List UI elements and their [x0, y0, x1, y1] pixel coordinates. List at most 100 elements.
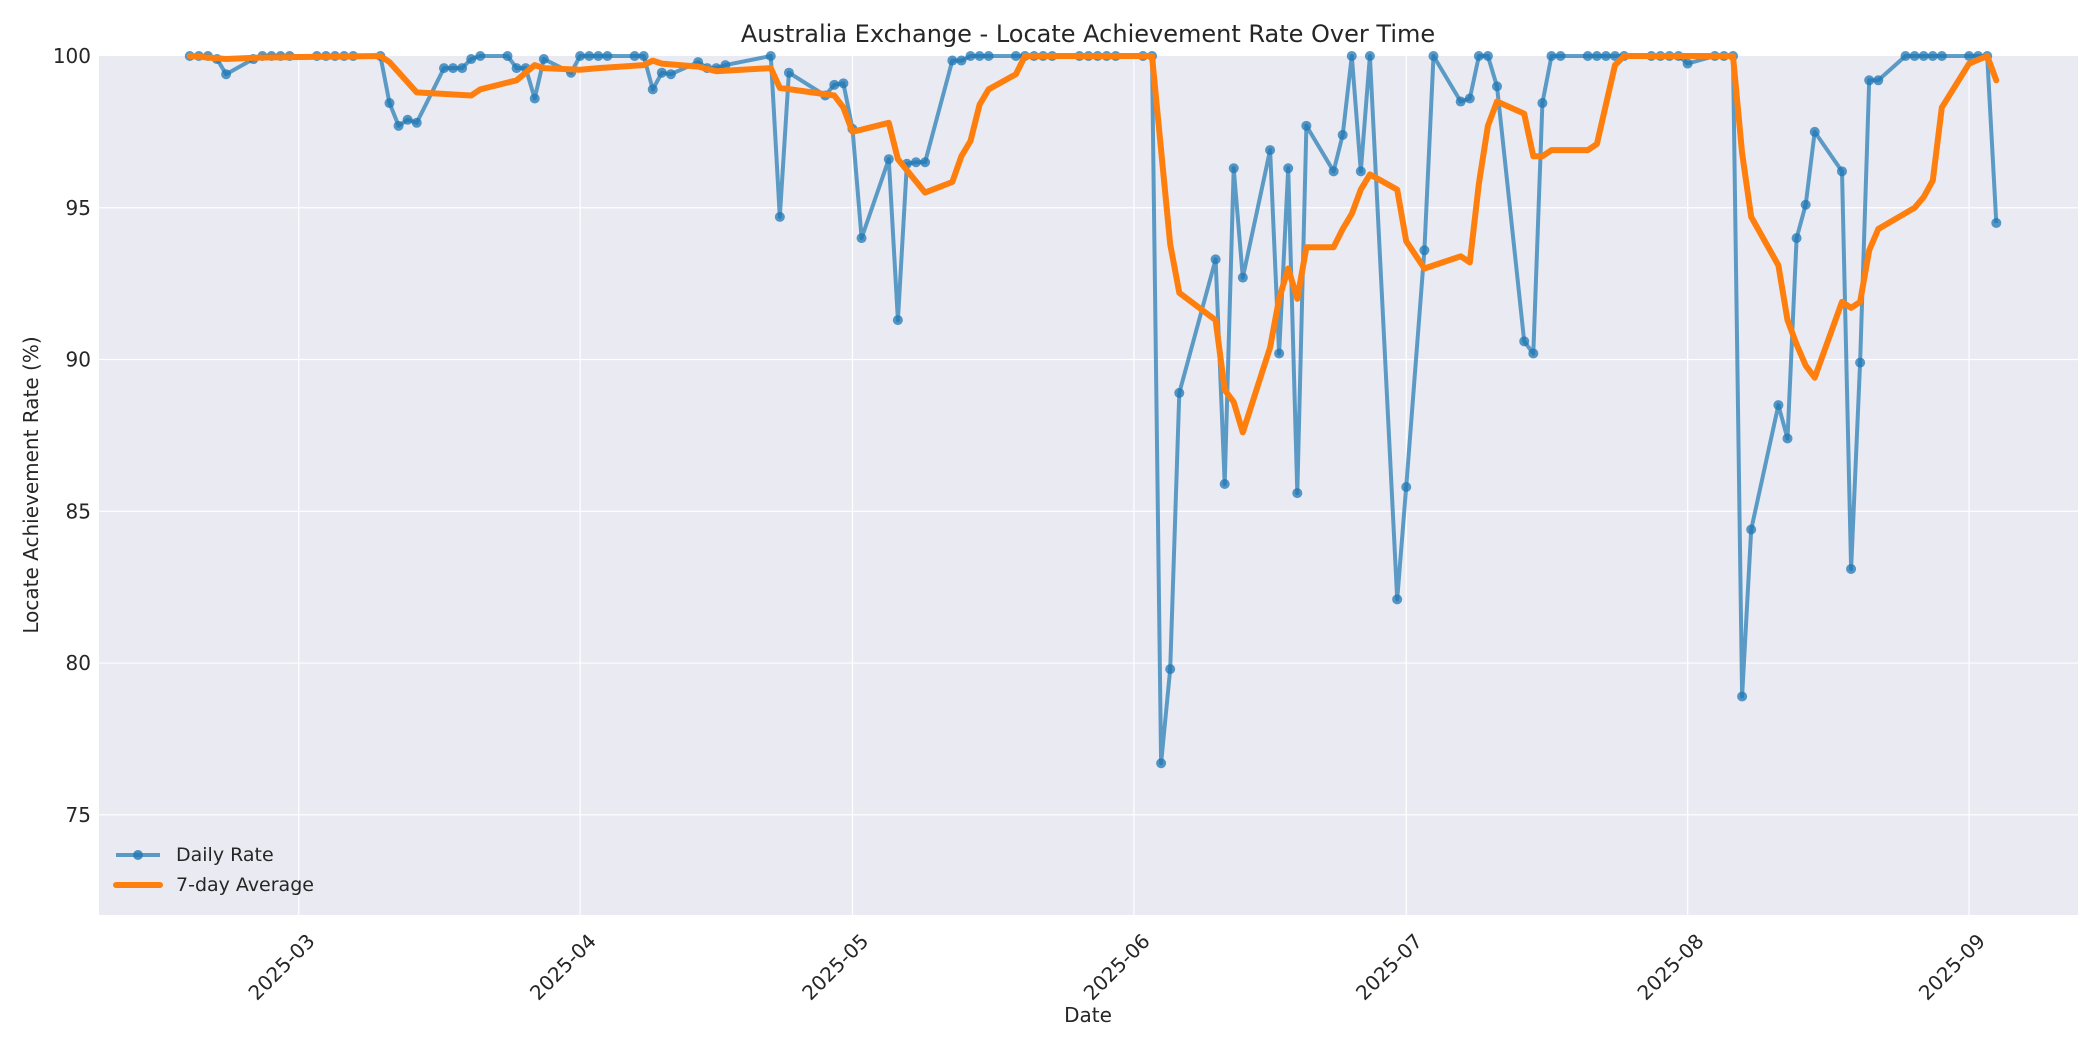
data-point: [1555, 51, 1566, 61]
data-point: [1219, 478, 1230, 489]
data-point: [538, 54, 549, 65]
data-point: [448, 63, 459, 74]
data-point: [1800, 199, 1811, 210]
data-point: [1346, 51, 1357, 61]
data-point: [974, 51, 985, 61]
data-point: [829, 79, 840, 90]
data-point: [1364, 51, 1375, 61]
legend: Daily Rate 7-day Average: [113, 844, 314, 896]
data-point: [1600, 51, 1611, 61]
data-point: [965, 51, 976, 61]
data-point: [1401, 482, 1412, 493]
data-point: [1428, 51, 1439, 61]
data-point: [584, 51, 595, 61]
data-point: [1292, 488, 1303, 499]
data-point: [1846, 563, 1857, 574]
data-point: [629, 51, 640, 61]
data-point: [1492, 81, 1503, 92]
data-point: [656, 67, 667, 78]
x-tick-label: 2025-07: [1351, 929, 1427, 1005]
x-tick-label: 2025-06: [1079, 929, 1155, 1005]
data-point: [1737, 691, 1748, 702]
data-point: [1773, 400, 1784, 411]
data-point: [920, 157, 931, 168]
data-point: [384, 98, 395, 109]
data-point: [529, 93, 540, 104]
data-point: [1873, 75, 1884, 86]
data-point: [1392, 594, 1403, 605]
data-point: [1836, 166, 1847, 177]
data-point: [1328, 166, 1339, 177]
x-axis-ticks: 2025-03 2025-04 2025-05 2025-06 2025-07 2025-…: [243, 929, 1989, 1005]
y-tick-label: 80: [66, 651, 91, 675]
legend-item-7-day-average: 7-day Average: [113, 874, 314, 896]
data-point: [1864, 75, 1875, 86]
x-axis-label: Date: [1064, 1003, 1112, 1027]
x-tick-label: 2025-09: [1914, 929, 1990, 1005]
data-point: [593, 51, 604, 61]
data-point: [765, 51, 776, 61]
data-point: [411, 117, 422, 128]
data-point: [911, 157, 922, 168]
data-point: [438, 63, 449, 74]
data-point: [1546, 51, 1557, 61]
data-point: [511, 63, 522, 74]
y-tick-label: 75: [66, 803, 91, 827]
data-point: [1337, 129, 1348, 140]
x-tick-label: 2025-05: [797, 929, 873, 1005]
data-point: [1528, 348, 1539, 359]
data-point: [1591, 51, 1602, 61]
data-point: [475, 51, 486, 61]
data-point: [1265, 145, 1276, 156]
data-point: [1455, 96, 1466, 107]
data-point: [1782, 433, 1793, 444]
gridlines: [99, 56, 2078, 915]
data-point: [1355, 166, 1366, 177]
legend-label-average: 7-day Average: [176, 874, 314, 896]
data-point: [221, 69, 232, 80]
data-point: [1301, 120, 1312, 131]
data-point: [1473, 51, 1484, 61]
data-point: [947, 55, 958, 66]
data-point: [1174, 387, 1185, 398]
data-point: [1582, 51, 1593, 61]
data-point: [1900, 51, 1911, 61]
data-point: [1156, 758, 1167, 769]
data-point: [983, 51, 994, 61]
data-point: [457, 63, 468, 74]
data-point: [1964, 51, 1975, 61]
data-point: [466, 54, 477, 65]
data-point: [1228, 163, 1239, 174]
data-point: [1746, 524, 1757, 535]
data-point: [502, 51, 513, 61]
data-point: [1909, 51, 1920, 61]
data-point: [783, 67, 794, 78]
chart-title: Australia Exchange - Locate Achievement …: [741, 20, 1435, 48]
series-7-day-average: [186, 53, 2000, 436]
data-point: [402, 114, 413, 125]
data-point: [1855, 357, 1866, 368]
y-tick-label: 85: [66, 499, 91, 523]
data-point: [1519, 336, 1530, 347]
plot-area: [99, 56, 2078, 915]
data-point: [1791, 233, 1802, 244]
data-point: [393, 120, 404, 131]
legend-marker-icon: [133, 850, 143, 860]
data-point: [1809, 126, 1820, 137]
data-point: [1464, 93, 1475, 104]
data-point: [1274, 348, 1285, 359]
data-point: [838, 78, 849, 89]
legend-label-daily: Daily Rate: [176, 844, 274, 866]
data-point: [1283, 163, 1294, 174]
data-point: [774, 211, 785, 222]
data-point: [1210, 254, 1221, 265]
data-point: [602, 51, 613, 61]
data-point: [892, 315, 903, 326]
legend-item-daily-rate: Daily Rate: [116, 844, 274, 866]
data-point: [1010, 51, 1021, 61]
data-point: [575, 51, 586, 61]
data-point: [1419, 245, 1430, 256]
data-point: [1936, 51, 1947, 61]
